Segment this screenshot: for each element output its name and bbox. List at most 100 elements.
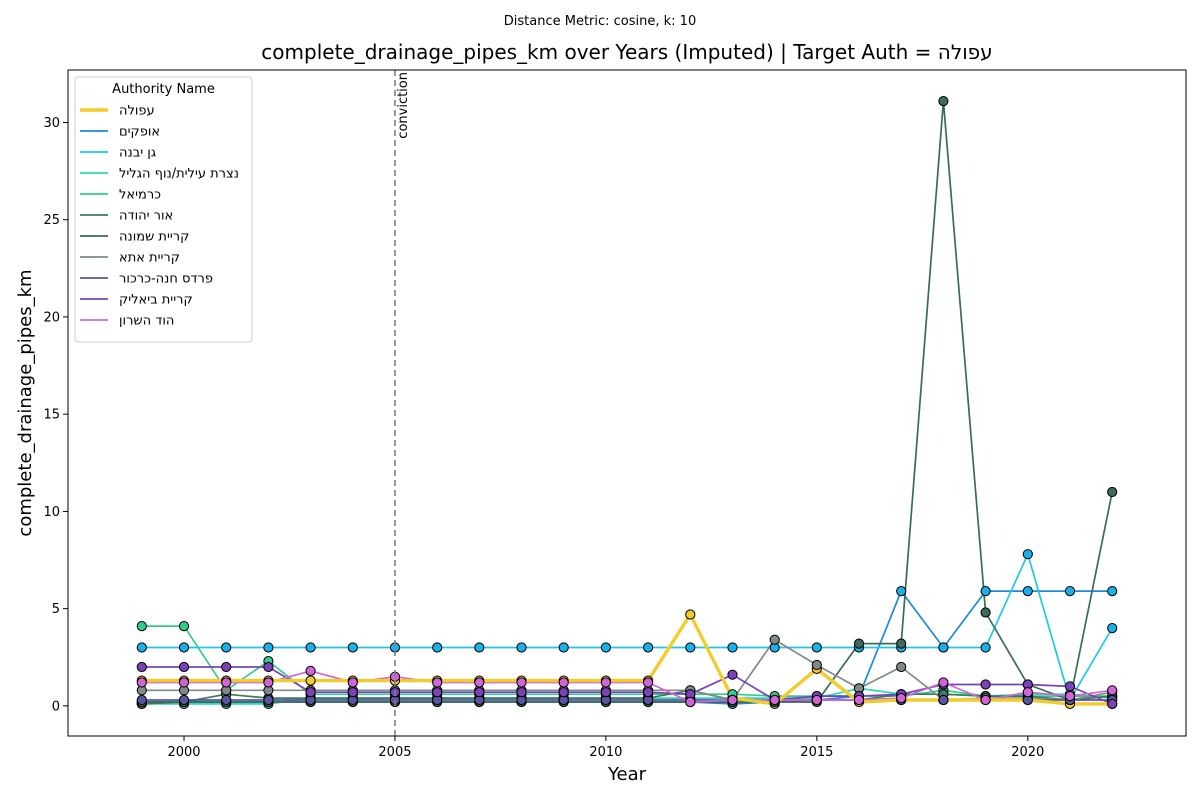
series-point-9-4 xyxy=(305,687,316,698)
series-point-6-18 xyxy=(896,638,907,649)
series-point-6-19 xyxy=(938,96,949,107)
series-point-9-2 xyxy=(221,661,232,673)
series-point-9-12 xyxy=(643,687,654,698)
series-line-5 xyxy=(141,689,1113,705)
series-point-2-13 xyxy=(685,642,696,653)
series-point-10-23 xyxy=(1107,685,1118,696)
series-point-2-21 xyxy=(1022,549,1033,560)
legend-label-10: הוד השרון xyxy=(119,314,174,329)
series-point-9-0 xyxy=(136,661,147,673)
series-point-10-13 xyxy=(685,696,696,708)
series-point-0-13 xyxy=(685,609,696,620)
legend-label-4: כרמיאל xyxy=(119,188,161,203)
y-tick-label-4: 20 xyxy=(43,310,60,325)
series-point-9-11 xyxy=(600,687,612,698)
y-tick-label-2: 10 xyxy=(43,505,60,520)
series-point-9-9 xyxy=(516,687,527,698)
x-axis-label: Year xyxy=(607,764,647,785)
y-tick-label-1: 5 xyxy=(52,602,60,617)
series-point-10-15 xyxy=(769,694,780,706)
series-point-2-23 xyxy=(1107,623,1118,634)
series-point-2-19 xyxy=(938,642,949,653)
series-point-4-0 xyxy=(136,621,147,632)
series-point-2-1 xyxy=(178,642,190,653)
legend-label-3: נצרת עילית/נוף הגליל xyxy=(119,167,239,182)
series-point-9-3 xyxy=(263,661,274,673)
series-point-6-20 xyxy=(980,607,991,618)
series-line-7 xyxy=(141,638,1113,701)
legend: Authority Name עפולה אופקים גן יבנה נצרת עיל… xyxy=(74,76,253,343)
legend-label-0: עפולה xyxy=(119,104,155,119)
series-point-2-4 xyxy=(305,642,316,653)
y-axis: 0 5 10 15 20 25 30 xyxy=(43,116,68,714)
series-point-2-7 xyxy=(432,642,443,653)
series-point-9-5 xyxy=(347,687,358,698)
vline-label: conviction xyxy=(396,72,411,139)
legend-label-5: אור יהודה xyxy=(119,209,173,224)
series-point-2-16 xyxy=(811,642,822,653)
series-point-10-20 xyxy=(980,694,991,706)
y-tick-label-0: 0 xyxy=(52,699,60,714)
series-point-10-7 xyxy=(432,677,443,688)
series-point-10-8 xyxy=(474,677,485,688)
series-point-9-23 xyxy=(1107,698,1118,710)
series-point-9-1 xyxy=(178,661,190,673)
series-point-1-23 xyxy=(1107,586,1118,597)
series-line-0 xyxy=(141,612,1113,706)
y-tick-label-5: 25 xyxy=(43,213,60,228)
series-lines xyxy=(141,100,1114,706)
series-point-6-17 xyxy=(853,638,865,649)
y-axis-label: complete_drainage_pipes_km xyxy=(15,269,36,536)
series-point-2-0 xyxy=(136,642,147,653)
series-point-10-1 xyxy=(178,677,190,688)
series-line-10 xyxy=(141,670,1113,703)
legend-label-7: קריית אתא xyxy=(119,251,180,266)
conviction-marker: conviction xyxy=(394,70,411,736)
series-line-4 xyxy=(141,625,1113,697)
series-markers xyxy=(136,96,1118,710)
series-point-6-23 xyxy=(1107,486,1118,498)
series-point-0-4 xyxy=(305,675,316,686)
series-point-1-20 xyxy=(980,586,991,597)
x-tick-label-1: 2005 xyxy=(378,745,411,760)
series-point-2-5 xyxy=(347,642,358,653)
y-tick-label-6: 30 xyxy=(43,116,60,131)
legend-label-2: גן יבנה xyxy=(119,146,156,161)
series-point-10-22 xyxy=(1064,691,1076,702)
series-point-2-2 xyxy=(221,642,232,653)
legend-box xyxy=(74,76,253,343)
series-point-2-9 xyxy=(516,642,527,653)
x-tick-label-2: 2010 xyxy=(589,745,622,760)
series-point-10-10 xyxy=(558,677,569,688)
series-line-6 xyxy=(141,100,1114,703)
x-tick-label-0: 2000 xyxy=(167,745,200,760)
series-point-1-18 xyxy=(896,586,907,597)
series-point-7-15 xyxy=(769,634,780,645)
series-point-2-11 xyxy=(600,642,612,653)
x-tick-label-3: 2015 xyxy=(800,745,833,760)
series-point-4-1 xyxy=(178,621,190,632)
series-point-2-3 xyxy=(263,642,274,653)
chart-title: complete_drainage_pipes_km over Years (I… xyxy=(261,40,993,64)
series-point-2-12 xyxy=(643,642,654,653)
series-point-10-9 xyxy=(516,677,527,688)
series-line-2 xyxy=(141,553,1113,701)
series-point-9-14 xyxy=(727,669,738,680)
series-point-9-10 xyxy=(558,687,569,698)
series-point-2-8 xyxy=(474,642,485,653)
series-point-9-8 xyxy=(474,687,485,698)
series-point-8-3 xyxy=(263,694,274,706)
series-point-10-0 xyxy=(136,677,147,688)
series-point-10-16 xyxy=(811,694,822,706)
legend-label-1: אופקים xyxy=(119,125,160,140)
series-point-10-21 xyxy=(1022,687,1033,698)
y-tick-label-3: 15 xyxy=(43,408,60,423)
series-point-9-22 xyxy=(1064,681,1076,692)
series-point-1-21 xyxy=(1022,586,1033,597)
series-point-10-18 xyxy=(896,693,907,704)
legend-label-8: פרדס חנה-כרכור xyxy=(119,272,213,287)
series-point-10-11 xyxy=(600,677,612,688)
series-point-1-22 xyxy=(1064,586,1076,597)
series-point-10-14 xyxy=(727,694,738,706)
